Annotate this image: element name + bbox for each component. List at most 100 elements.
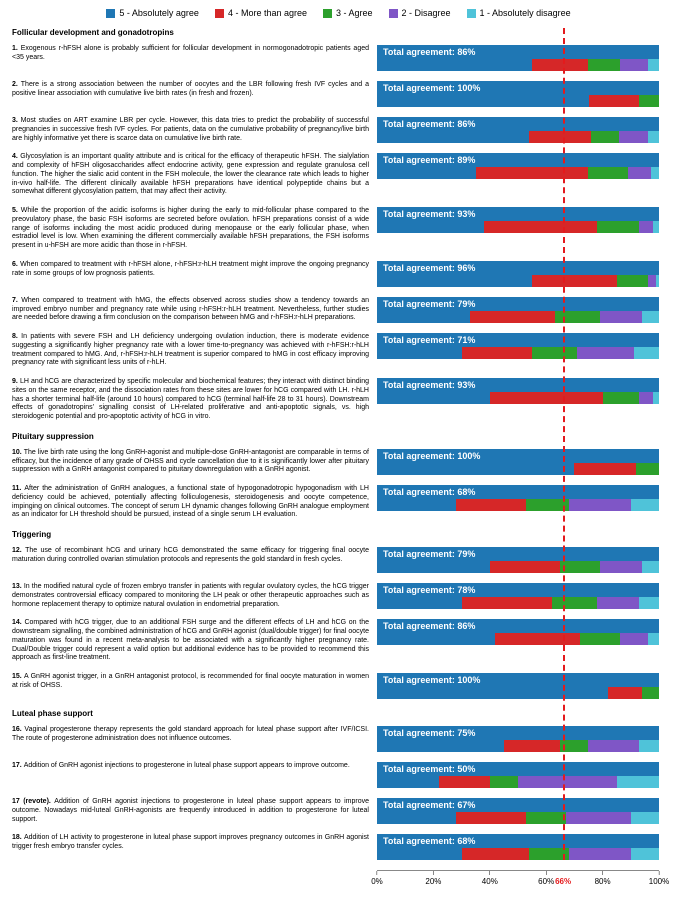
statement-row: 12. The use of recombinant hCG and urina… [12,547,665,573]
legend-swatch [215,9,224,18]
agreement-label: Total agreement: 93% [377,378,659,392]
bar-segment [462,347,533,359]
bar-segment [490,392,603,404]
bar-segment [651,167,659,179]
bar-wrap: Total agreement: 79% [377,297,659,323]
bar-segment [377,597,462,609]
legend-item: 5 - Absolutely agree [106,8,199,18]
agreement-label: Total agreement: 78% [377,583,659,597]
statement-text: 15. A GnRH agonist trigger, in a GnRH an… [12,673,377,691]
legend-item: 2 - Disagree [389,8,451,18]
bar-segment [476,167,589,179]
bar-segment [608,687,642,699]
statement-text: 12. The use of recombinant hCG and urina… [12,547,377,565]
axis-tick: 100% [649,871,669,886]
bar-segment [518,776,617,788]
section-header: Triggering [12,530,665,539]
agreement-label: Total agreement: 86% [377,117,659,131]
bar-segment [377,740,504,752]
agreement-label: Total agreement: 68% [377,834,659,848]
stacked-bar [377,687,659,699]
statement-row: 9. LH and hCG are characterized by speci… [12,378,665,422]
bar-segment [377,776,439,788]
legend-item: 3 - Agree [323,8,373,18]
agreement-label: Total agreement: 67% [377,798,659,812]
agreement-label: Total agreement: 93% [377,207,659,221]
statement-row: 18. Addition of LH activity to progester… [12,834,665,860]
legend-item: 1 - Absolutely disagree [467,8,571,18]
stacked-bar [377,499,659,511]
bar-segment [526,812,565,824]
statement-row: 7. When compared to treatment with hMG, … [12,297,665,323]
agreement-label: Total agreement: 86% [377,45,659,59]
agreement-label: Total agreement: 79% [377,297,659,311]
bar-segment [456,499,527,511]
section-header: Pituitary suppression [12,432,665,441]
legend-label: 4 - More than agree [228,8,307,18]
statement-text: 7. When compared to treatment with hMG, … [12,297,377,323]
bar-segment [377,275,532,287]
legend-label: 1 - Absolutely disagree [480,8,571,18]
threshold-line [563,28,565,860]
stacked-bar [377,561,659,573]
bar-segment [377,347,462,359]
agreement-label: Total agreement: 96% [377,261,659,275]
bar-segment [377,561,490,573]
bar-segment [597,597,639,609]
stacked-bar [377,95,659,107]
bar-segment [377,463,574,475]
bar-wrap: Total agreement: 100% [377,81,659,107]
bar-segment [648,633,659,645]
bar-wrap: Total agreement: 96% [377,261,659,287]
bar-segment [377,848,462,860]
bar-segment [560,561,599,573]
bar-segment [588,740,639,752]
bar-segment [628,167,651,179]
bar-segment [631,812,659,824]
bar-wrap: Total agreement: 71% [377,333,659,359]
agreement-label: Total agreement: 100% [377,81,659,95]
statement-text: 9. LH and hCG are characterized by speci… [12,378,377,422]
agreement-label: Total agreement: 100% [377,673,659,687]
bar-segment [574,463,636,475]
statement-text: 16. Vaginal progesterone therapy represe… [12,726,377,744]
bar-segment [639,221,653,233]
bar-segment [377,499,456,511]
bar-segment [529,131,591,143]
bar-segment [377,633,495,645]
statement-row: 11. After the administration of GnRH ana… [12,485,665,520]
bar-segment [439,776,490,788]
statement-text: 10. The live birth rate using the long G… [12,449,377,475]
stacked-bar [377,311,659,323]
bar-segment [532,347,577,359]
legend: 5 - Absolutely agree 4 - More than agree 3… [12,8,665,18]
bar-segment [552,597,597,609]
bar-segment [569,848,631,860]
statement-text: 17. Addition of GnRH agonist injections … [12,762,377,771]
axis-tick: 60% [538,871,554,886]
section-header: Follicular development and gonadotropins [12,28,665,37]
chart-area: Follicular development and gonadotropins… [12,28,665,860]
bar-segment [653,392,659,404]
bar-wrap: Total agreement: 100% [377,449,659,475]
bar-segment [597,221,639,233]
bar-segment [569,499,631,511]
agreement-label: Total agreement: 75% [377,726,659,740]
bar-segment [589,95,640,107]
bar-segment [620,59,648,71]
bar-segment [656,275,659,287]
bar-segment [566,812,631,824]
legend-item: 4 - More than agree [215,8,307,18]
stacked-bar [377,848,659,860]
axis-tick: 20% [425,871,441,886]
bar-wrap: Total agreement: 100% [377,673,659,699]
section-header: Luteal phase support [12,709,665,718]
bar-segment [377,812,456,824]
bar-segment [532,275,617,287]
bar-segment [532,59,588,71]
stacked-bar [377,812,659,824]
statement-text: 11. After the administration of GnRH ana… [12,485,377,520]
legend-label: 2 - Disagree [402,8,451,18]
legend-swatch [467,9,476,18]
bar-segment [603,392,640,404]
